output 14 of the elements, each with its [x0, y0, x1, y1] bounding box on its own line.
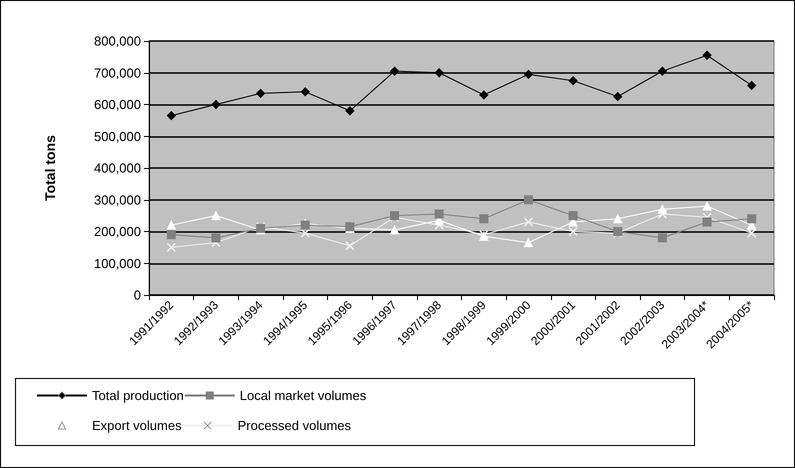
legend-label: Export volumes: [92, 418, 182, 433]
legend-label: Total production: [92, 388, 184, 403]
y-tick-label: 700,000: [94, 65, 141, 80]
y-axis-title: Total tons: [42, 134, 58, 201]
y-tick-label: 200,000: [94, 224, 141, 239]
y-tick-label: 500,000: [94, 128, 141, 144]
y-tick-label: 300,000: [94, 192, 141, 208]
y-tick-label: 400,000: [94, 160, 141, 176]
y-tick-label: 0: [134, 288, 141, 302]
y-tick-label: 100,000: [94, 256, 141, 271]
legend-label: Local market volumes: [240, 388, 367, 403]
y-tick-label: 800,000: [94, 34, 141, 48]
legend-label: Processed volumes: [238, 418, 352, 433]
y-tick-label: 600,000: [94, 97, 141, 112]
